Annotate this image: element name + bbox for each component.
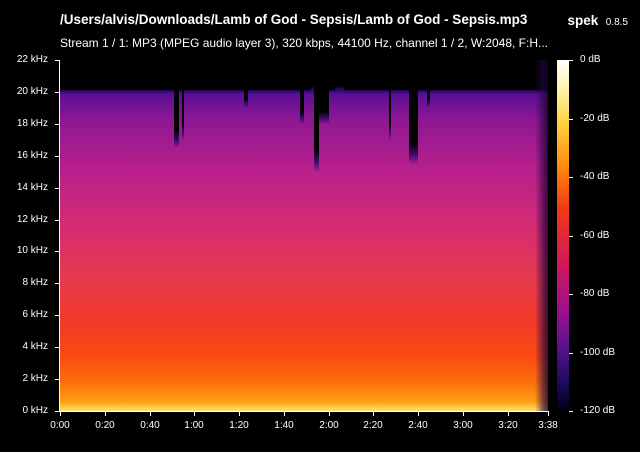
time-tick xyxy=(418,411,419,416)
spectrogram-fade xyxy=(534,60,548,411)
spectrogram-gap xyxy=(182,60,185,140)
time-tick xyxy=(508,411,509,416)
frequency-tick xyxy=(55,283,60,284)
frequency-tick-label: 2 kHz xyxy=(22,373,48,384)
spectrogram-gap xyxy=(243,60,249,108)
frequency-tick xyxy=(55,251,60,252)
decibel-tick-label: -40 dB xyxy=(580,171,610,182)
decibel-tick-label: -80 dB xyxy=(580,288,610,299)
time-tick xyxy=(194,411,195,416)
decibel-tick-label: 0 dB xyxy=(580,54,601,65)
time-tick-label: 3:20 xyxy=(498,420,518,431)
spectrogram-gap xyxy=(174,60,179,148)
decibel-tick xyxy=(569,353,573,354)
frequency-tick-label: 14 kHz xyxy=(16,182,48,193)
frequency-tick xyxy=(55,220,60,221)
frequency-tick xyxy=(55,156,60,157)
time-tick-label: 1:40 xyxy=(274,420,294,431)
frequency-tick-label: 0 kHz xyxy=(22,405,48,416)
time-tick-label: 0:20 xyxy=(95,420,115,431)
time-tick xyxy=(105,411,106,416)
frequency-tick xyxy=(55,60,60,61)
app-name: spek xyxy=(567,13,599,28)
decibel-tick-label: -120 dB xyxy=(580,405,616,416)
time-tick xyxy=(329,411,330,416)
time-tick xyxy=(373,411,374,416)
frequency-tick-label: 20 kHz xyxy=(16,86,48,97)
time-tick-label: 1:00 xyxy=(184,420,204,431)
y-axis-line xyxy=(59,60,60,412)
decibel-tick xyxy=(569,411,573,412)
frequency-tick xyxy=(55,188,60,189)
time-tick-label: 3:00 xyxy=(453,420,473,431)
decibel-tick xyxy=(569,119,573,120)
time-tick xyxy=(150,411,151,416)
frequency-tick-label: 16 kHz xyxy=(16,150,48,161)
time-tick xyxy=(60,411,61,416)
frequency-tick-label: 12 kHz xyxy=(16,214,48,225)
frequency-tick-label: 10 kHz xyxy=(16,245,48,256)
spectrogram-gap xyxy=(310,60,315,92)
frequency-tick xyxy=(55,411,60,412)
spectrogram-gap xyxy=(335,60,345,92)
spectrogram-gap xyxy=(409,60,419,164)
x-axis-line xyxy=(59,411,549,412)
decibel-tick xyxy=(569,60,573,61)
time-tick-label: 0:00 xyxy=(50,420,70,431)
spectrogram-gap xyxy=(389,60,392,140)
time-tick-label: 3:38 xyxy=(538,420,558,431)
decibel-tick xyxy=(569,294,573,295)
frequency-tick xyxy=(55,124,60,125)
time-tick-label: 2:20 xyxy=(363,420,383,431)
spectrogram-gap xyxy=(318,60,329,124)
time-tick xyxy=(463,411,464,416)
frequency-tick xyxy=(55,379,60,380)
app-brand: spek 0.8.5 xyxy=(568,12,628,30)
spectrogram-plot xyxy=(60,60,548,411)
decibel-tick xyxy=(569,236,573,237)
frequency-tick-label: 18 kHz xyxy=(16,118,48,129)
time-tick-label: 2:40 xyxy=(408,420,428,431)
frequency-tick xyxy=(55,92,60,93)
time-tick-label: 0:40 xyxy=(140,420,160,431)
time-tick-label: 2:00 xyxy=(319,420,339,431)
stream-info: Stream 1 / 1: MP3 (MPEG audio layer 3), … xyxy=(60,36,549,50)
file-path-title: /Users/alvis/Downloads/Lamb of God - Sep… xyxy=(60,12,528,27)
spectrogram-gap xyxy=(314,60,319,172)
decibel-tick-label: -60 dB xyxy=(580,230,610,241)
frequency-tick-label: 6 kHz xyxy=(22,309,48,320)
spectrogram-gap xyxy=(427,60,431,108)
decibel-tick-label: -100 dB xyxy=(580,347,616,358)
frequency-tick xyxy=(55,315,60,316)
time-tick xyxy=(239,411,240,416)
frequency-tick xyxy=(55,347,60,348)
decibel-colorbar xyxy=(557,60,569,411)
decibel-tick-label: -20 dB xyxy=(580,113,610,124)
time-tick xyxy=(284,411,285,416)
app-version: 0.8.5 xyxy=(605,17,628,28)
frequency-tick-label: 4 kHz xyxy=(22,341,48,352)
frequency-tick-label: 22 kHz xyxy=(16,54,48,65)
spectrogram-gap xyxy=(299,60,304,124)
time-tick xyxy=(548,411,549,416)
frequency-tick-label: 8 kHz xyxy=(22,277,48,288)
decibel-tick xyxy=(569,177,573,178)
time-tick-label: 1:20 xyxy=(229,420,249,431)
